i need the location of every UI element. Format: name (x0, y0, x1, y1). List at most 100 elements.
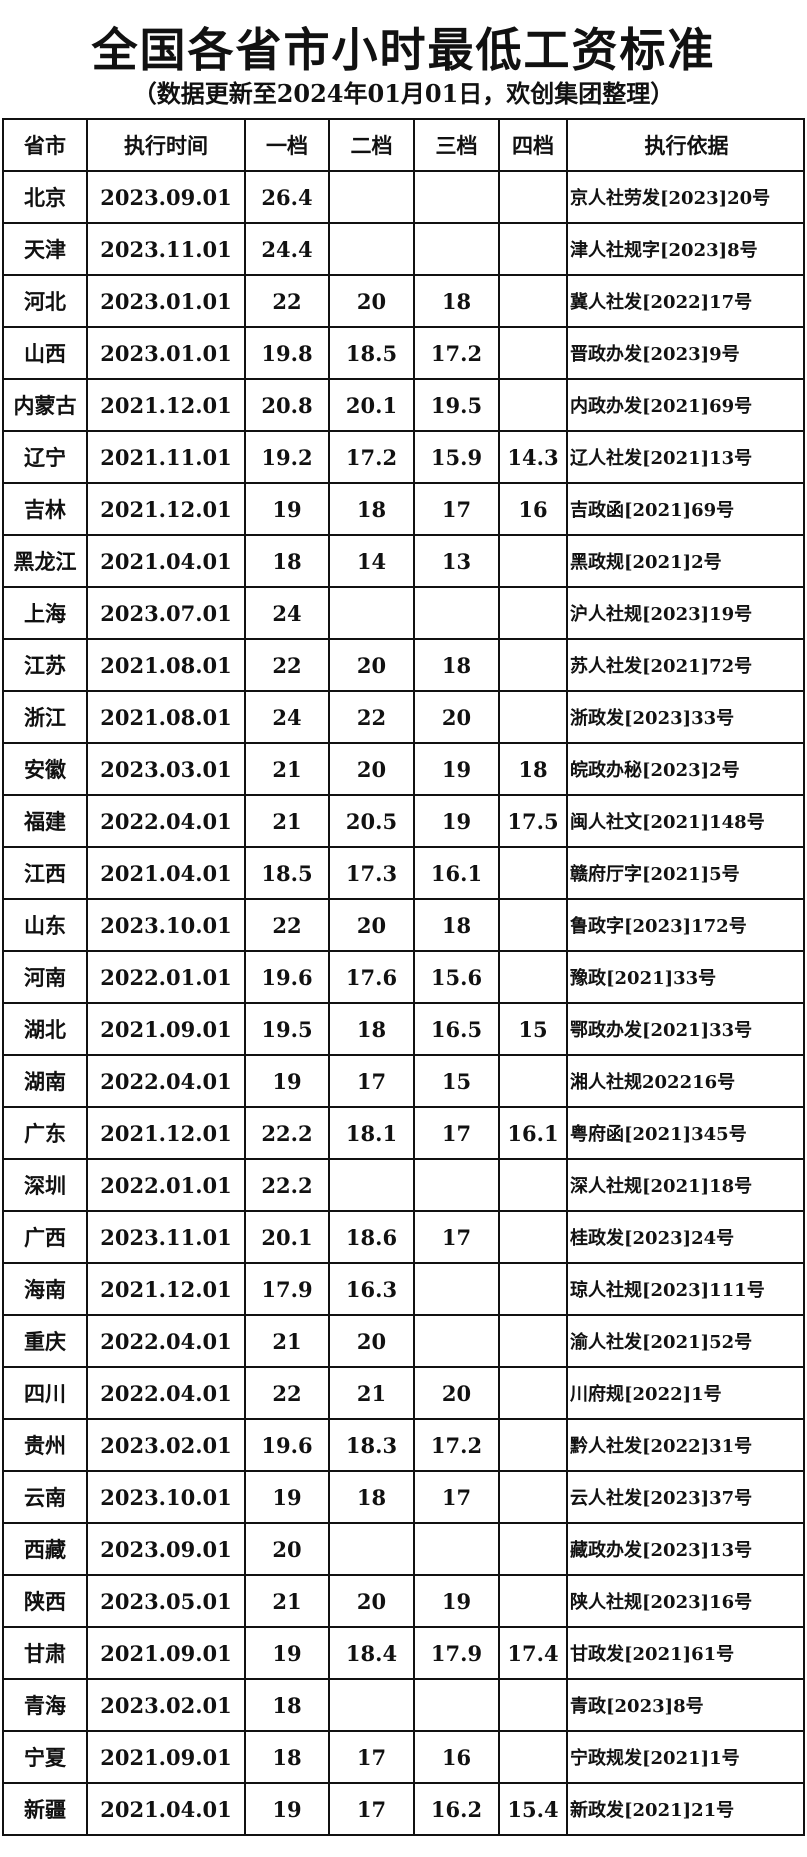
table-cell: 19 (413, 742, 500, 796)
table-cell: 17 (413, 1106, 500, 1160)
table-cell: 黔人社发[2022]31号 (566, 1418, 805, 1472)
table-cell: 桂政发[2023]24号 (566, 1210, 805, 1264)
table-row: 江苏 2021.08.01 22 20 18 苏人社发[2021]72号 (2, 638, 805, 692)
table-cell (498, 638, 568, 692)
table-cell: 晋政办发[2023]9号 (566, 326, 805, 380)
table-cell: 17 (413, 1210, 500, 1264)
table-cell: 西藏 (2, 1522, 88, 1576)
table-cell: 鄂政办发[2021]33号 (566, 1002, 805, 1056)
table-cell: 内政办发[2021]69号 (566, 378, 805, 432)
table-cell (328, 1158, 415, 1212)
table-cell: 北京 (2, 170, 88, 224)
table-cell (328, 170, 415, 224)
table-cell: 二档 (328, 118, 415, 172)
table-cell: 琼人社规[2023]111号 (566, 1262, 805, 1316)
table-cell: 浙江 (2, 690, 88, 744)
table-cell (498, 1054, 568, 1108)
table-cell: 江苏 (2, 638, 88, 692)
table-cell: 执行依据 (566, 118, 805, 172)
table-cell: 京人社劳发[2023]20号 (566, 170, 805, 224)
table-cell: 内蒙古 (2, 378, 88, 432)
table-cell: 18.5 (328, 326, 415, 380)
table-cell (498, 1522, 568, 1576)
table-row: 宁夏 2021.09.01 18 17 16 宁政规发[2021]1号 (2, 1730, 805, 1784)
table-cell: 18 (328, 482, 415, 536)
table-cell: 15.9 (413, 430, 500, 484)
table-cell (498, 534, 568, 588)
table-cell: 21 (244, 742, 330, 796)
table-row: 山西 2023.01.01 19.8 18.5 17.2 晋政办发[2023]9号 (2, 326, 805, 380)
table-cell (498, 690, 568, 744)
table-cell: 20 (328, 1574, 415, 1628)
table-cell: 20.8 (244, 378, 330, 432)
table-cell: 18 (413, 638, 500, 692)
table-cell: 深圳 (2, 1158, 88, 1212)
table-cell (413, 1678, 500, 1732)
table-cell: 19 (244, 482, 330, 536)
table-cell: 甘肃 (2, 1626, 88, 1680)
table-cell: 重庆 (2, 1314, 88, 1368)
table-cell: 24.4 (244, 222, 330, 276)
table-row: 河南 2022.01.01 19.6 17.6 15.6 豫政[2021]33号 (2, 950, 805, 1004)
table-cell: 上海 (2, 586, 88, 640)
table-cell: 19.5 (413, 378, 500, 432)
table-cell: 安徽 (2, 742, 88, 796)
table-row: 广东 2021.12.01 22.2 18.1 17 16.1 粤府函[2021]345号 (2, 1106, 805, 1160)
table-cell: 2023.05.01 (86, 1574, 246, 1628)
table-cell (328, 1522, 415, 1576)
table-cell: 新政发[2021]21号 (566, 1782, 805, 1836)
table-cell: 18 (328, 1002, 415, 1056)
table-cell (413, 170, 500, 224)
table-cell: 2022.01.01 (86, 950, 246, 1004)
table-cell: 2021.08.01 (86, 638, 246, 692)
table-cell: 17.9 (413, 1626, 500, 1680)
table-cell: 19 (244, 1782, 330, 1836)
table-row: 青海 2023.02.01 18 青政[2023]8号 (2, 1678, 805, 1732)
table-row: 辽宁 2021.11.01 19.2 17.2 15.9 14.3 辽人社发[2021]13… (2, 430, 805, 484)
table-cell (498, 1158, 568, 1212)
table-cell: 15.6 (413, 950, 500, 1004)
table-cell: 18 (244, 534, 330, 588)
table-cell: 鲁政字[2023]172号 (566, 898, 805, 952)
table-cell: 2021.12.01 (86, 1262, 246, 1316)
table-row: 甘肃 2021.09.01 19 18.4 17.9 17.4 甘政发[2021]61号 (2, 1626, 805, 1680)
table-cell: 青海 (2, 1678, 88, 1732)
table-cell (498, 1210, 568, 1264)
table-cell: 18 (244, 1678, 330, 1732)
table-cell (498, 170, 568, 224)
table-cell: 20 (328, 638, 415, 692)
table-cell: 2021.04.01 (86, 1782, 246, 1836)
table-row: 新疆 2021.04.01 19 17 16.2 15.4 新政发[2021]21号 (2, 1782, 805, 1836)
table-row: 重庆 2022.04.01 21 20 渝人社发[2021]52号 (2, 1314, 805, 1368)
table-cell (498, 1678, 568, 1732)
table-cell: 18 (413, 898, 500, 952)
title: 全国各省市小时最低工资标准 (91, 23, 716, 77)
table-cell: 15 (498, 1002, 568, 1056)
table-cell: 20.1 (244, 1210, 330, 1264)
table-row: 四川 2022.04.01 22 21 20 川府规[2022]1号 (2, 1366, 805, 1420)
table-cell: 2023.01.01 (86, 274, 246, 328)
table-cell: 17.9 (244, 1262, 330, 1316)
table-cell: 四川 (2, 1366, 88, 1420)
table-cell: 19.6 (244, 950, 330, 1004)
table-cell: 18.5 (244, 846, 330, 900)
table-cell: 陕西 (2, 1574, 88, 1628)
table-cell: 2021.08.01 (86, 690, 246, 744)
table-cell (498, 1418, 568, 1472)
table-cell: 2021.12.01 (86, 1106, 246, 1160)
table-cell: 17.5 (498, 794, 568, 848)
table-cell: 赣府厅字[2021]5号 (566, 846, 805, 900)
table-row: 山东 2023.10.01 22 20 18 鲁政字[2023]172号 (2, 898, 805, 952)
table-cell: 川府规[2022]1号 (566, 1366, 805, 1420)
table-cell: 2023.11.01 (86, 1210, 246, 1264)
table-cell: 21 (244, 1314, 330, 1368)
table-cell: 贵州 (2, 1418, 88, 1472)
table-cell: 陕人社规[2023]16号 (566, 1574, 805, 1628)
table-cell: 渝人社发[2021]52号 (566, 1314, 805, 1368)
table-cell: 19.5 (244, 1002, 330, 1056)
table-row: 黑龙江 2021.04.01 18 14 13 黑政规[2021]2号 (2, 534, 805, 588)
table-cell: 福建 (2, 794, 88, 848)
table-cell (498, 950, 568, 1004)
table-cell (498, 1314, 568, 1368)
